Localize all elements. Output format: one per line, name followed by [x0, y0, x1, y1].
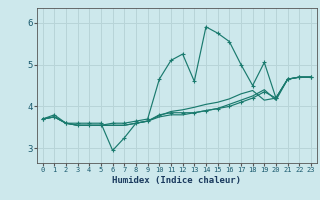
X-axis label: Humidex (Indice chaleur): Humidex (Indice chaleur)	[112, 176, 241, 185]
